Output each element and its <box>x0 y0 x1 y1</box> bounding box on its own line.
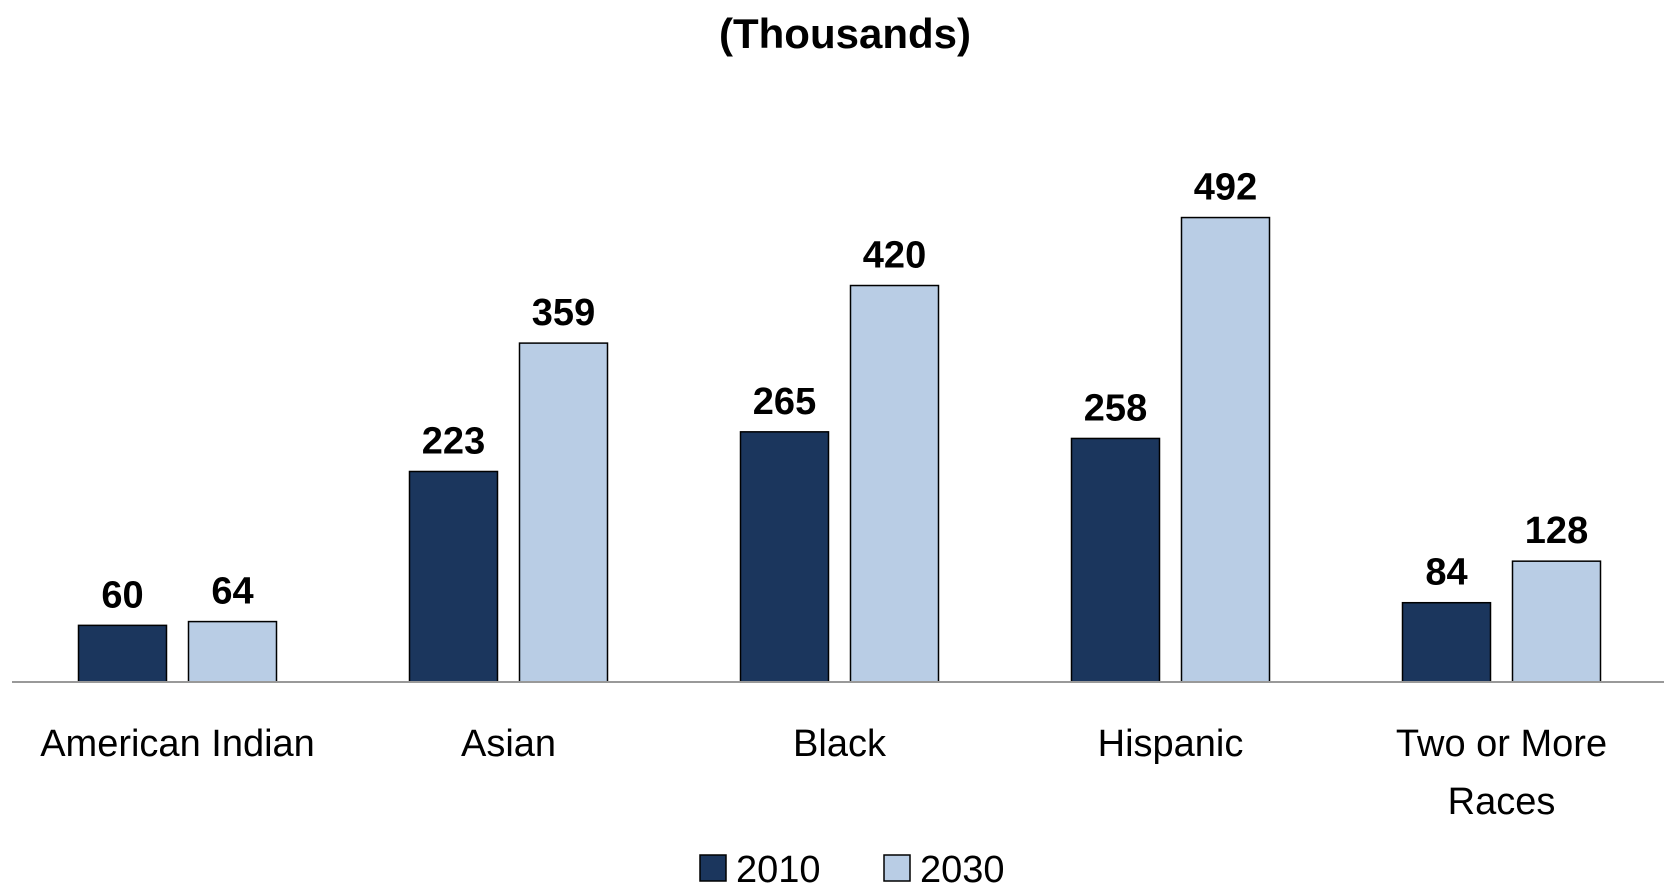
category-label-two-or-more-races-line-1: Two or More <box>1396 723 1607 765</box>
value-labels-group: 60 64 223 359 265 420 258 492 84 128 <box>101 167 1588 617</box>
category-label-asian: Asian <box>461 723 556 765</box>
bar-hispanic-2030 <box>1180 216 1271 683</box>
value-label-hispanic-2010: 258 <box>1084 387 1147 429</box>
bar-two-or-more-races-2030 <box>1511 560 1602 683</box>
bar-asian-2030 <box>518 342 609 683</box>
bar-asian-2010 <box>408 470 499 683</box>
bar-two-or-more-races-2010 <box>1401 601 1492 683</box>
value-label-hispanic-2030: 492 <box>1194 167 1257 209</box>
value-label-black-2030: 420 <box>863 235 926 277</box>
value-label-american-indian-2030: 64 <box>211 571 253 613</box>
bars-group <box>77 216 1602 683</box>
value-label-american-indian-2010: 60 <box>101 574 143 616</box>
legend-label-2030: 2030 <box>920 849 1005 890</box>
category-labels-group: American Indian Asian Black Hispanic Two or … <box>40 723 1607 823</box>
category-label-american-indian: American Indian <box>40 723 315 765</box>
category-label-black: Black <box>793 723 887 765</box>
value-label-two-or-more-races-2030: 128 <box>1525 510 1588 552</box>
value-label-asian-2030: 359 <box>532 292 595 334</box>
value-label-asian-2010: 223 <box>422 420 485 462</box>
value-label-two-or-more-races-2010: 84 <box>1425 552 1467 594</box>
value-label-black-2010: 265 <box>753 381 816 423</box>
legend-swatch-2010 <box>699 854 727 882</box>
bar-black-2030 <box>849 284 940 683</box>
bar-hispanic-2010 <box>1070 437 1161 683</box>
bar-black-2010 <box>739 431 830 683</box>
legend: 2010 2030 <box>699 849 1005 890</box>
legend-swatch-2030 <box>883 854 911 882</box>
bar-american-indian-2030 <box>187 620 278 683</box>
legend-label-2010: 2010 <box>736 849 821 890</box>
chart-title: (Thousands) <box>719 10 971 57</box>
category-label-hispanic: Hispanic <box>1098 723 1244 765</box>
bar-american-indian-2010 <box>77 624 168 683</box>
category-label-two-or-more-races-line-2: Races <box>1448 781 1556 823</box>
